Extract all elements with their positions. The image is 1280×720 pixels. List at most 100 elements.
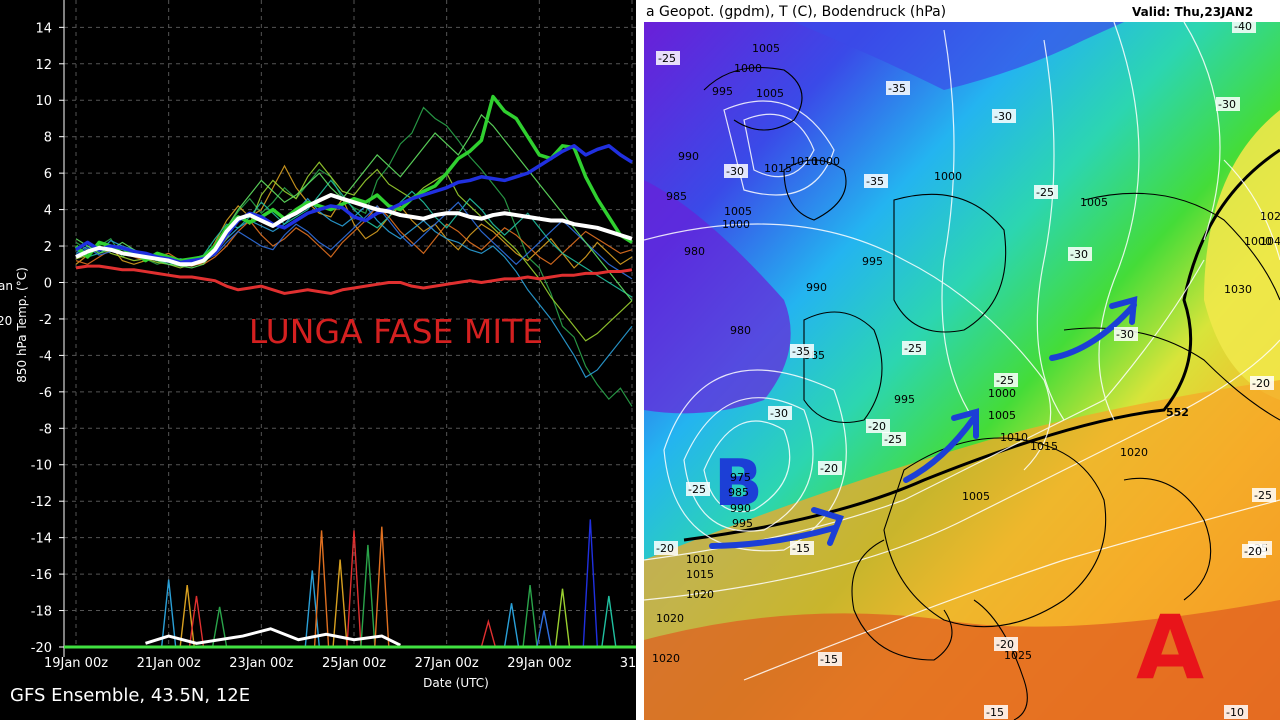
temp-label: -30: [1116, 328, 1134, 341]
map-title-bar: [644, 0, 1280, 22]
chart-title: GFS Ensemble, 43.5N, 12E: [10, 685, 250, 706]
temp-label-bg: [1224, 705, 1248, 719]
y-tick-label: 14: [35, 21, 52, 36]
temp-label-bg: [1216, 97, 1240, 111]
temp-label: -20: [820, 462, 838, 475]
pressure-label: 1020: [1120, 446, 1148, 459]
map-valid-label: Valid: Thu,23JAN2: [1132, 5, 1253, 19]
temp-label-bg: [768, 406, 792, 420]
coastlines: [703, 67, 1280, 720]
x-tick-labels: 19Jan 00z 21Jan 00z 23Jan 00z 25Jan 00z 27Ja…: [44, 656, 636, 671]
temp-label-bg: [818, 652, 842, 666]
grid: [63, 0, 636, 657]
arrow-1-head: [811, 507, 844, 546]
temp-label: -25: [1036, 186, 1054, 199]
y-tick-label: 12: [35, 58, 52, 73]
member-line: [75, 113, 633, 302]
pressure-label: 1005: [756, 87, 784, 100]
temp-label-bg: [1034, 185, 1058, 199]
temp-label: -15: [986, 706, 1004, 719]
pressure-label: 1000: [722, 218, 750, 231]
temp-label: -20: [1244, 545, 1262, 558]
y-tick-label: -6: [39, 386, 52, 401]
panel-divider: [636, 0, 644, 720]
pressure-label: 1005: [988, 409, 1016, 422]
temp-label-bg: [1068, 247, 1092, 261]
arrow-2: [903, 415, 977, 483]
temp-label-bg: [1250, 376, 1274, 390]
temp-label: -20: [868, 420, 886, 433]
pressure-label: 1005: [724, 205, 752, 218]
cold-purple-region: [644, 180, 791, 414]
precip-spike: [480, 618, 497, 648]
y-tick-label: -16: [31, 568, 52, 583]
precip-spike: [160, 579, 177, 648]
pressure-label: 1005: [752, 42, 780, 55]
temp-label: -35: [792, 345, 810, 358]
temp-label: -35: [866, 175, 884, 188]
geopot-552-line: [683, 148, 1280, 542]
y-tick-label: 0: [44, 276, 52, 291]
geopot-label: 552: [1166, 406, 1189, 419]
pressure-label: 1000: [988, 387, 1016, 400]
temp-label: -40: [1234, 20, 1252, 33]
precip-spike: [179, 584, 195, 648]
temp-label: -30: [994, 110, 1012, 123]
precipitation-spikes: [145, 519, 617, 648]
series-line: [74, 94, 633, 263]
pressure-label: 995: [732, 517, 753, 530]
temp-label: -30: [726, 165, 744, 178]
pressure-label: 1025: [1004, 649, 1032, 662]
map-title: a Geopot. (gpdm), T (C), Bodendruck (hPa…: [646, 4, 946, 20]
pressure-label: 990: [730, 502, 751, 515]
temp-label-bg: [1114, 327, 1138, 341]
temp-label-bg: [992, 109, 1016, 123]
y-tick-label: -10: [31, 459, 52, 474]
weather-map-panel: B A 1005 1000 995 1005 990 1015 1010 1000 1000 98…: [644, 0, 1280, 720]
temp-label-bg: [1232, 19, 1256, 33]
temp-label-bg: [818, 461, 842, 475]
temp-label: -25: [1254, 489, 1272, 502]
pressure-label: 1020: [1260, 210, 1280, 223]
y-axis-fragment: 20: [0, 314, 12, 328]
pressure-label: 990: [806, 281, 827, 294]
temp-label: -30: [1218, 98, 1236, 111]
pressure-label: 1020: [656, 612, 684, 625]
temp-label-bg: [984, 705, 1008, 719]
x-tick-label: 29Jan 00z: [507, 656, 571, 671]
precip-spike: [188, 595, 205, 648]
precip-spike: [601, 595, 617, 648]
y-tick-label: 4: [44, 204, 52, 219]
y-tick-label: 8: [44, 131, 52, 146]
arrow-2-head: [951, 408, 979, 439]
pressure-label: 1020: [686, 588, 714, 601]
pressure-label: 1000: [1244, 235, 1272, 248]
temp-label-bg: [1242, 544, 1266, 558]
temp-label: -10: [1226, 706, 1244, 719]
series-line: [75, 193, 633, 267]
x-axis-title: Date (UTC): [423, 676, 489, 690]
pressure-label: 995: [862, 255, 883, 268]
x-tick-label: 31: [620, 656, 636, 671]
pressure-label: 1015: [764, 162, 792, 175]
precip-spike: [332, 559, 348, 648]
temp-label: -20: [996, 638, 1014, 651]
temp-label: -30: [770, 407, 788, 420]
pressure-label: 1000: [734, 62, 762, 75]
precip-spike: [554, 588, 571, 648]
low-pressure-marker: B: [714, 447, 763, 521]
pressure-label: 1015: [1030, 440, 1058, 453]
temp-label: -20: [656, 542, 674, 555]
precip-spike: [374, 526, 390, 648]
pressure-label: 1000: [934, 170, 962, 183]
temp-label: -25: [884, 433, 902, 446]
precip-spike: [582, 519, 598, 648]
temp-label: -15: [820, 653, 838, 666]
cold-blue-region: [794, 22, 1124, 90]
pressure-label: 975: [730, 471, 751, 484]
annotation-text: LUNGA FASE MITE: [249, 312, 543, 351]
y-tick-label: -18: [31, 605, 52, 620]
pressure-label: 985: [728, 486, 749, 499]
pressure-label: 995: [712, 85, 733, 98]
